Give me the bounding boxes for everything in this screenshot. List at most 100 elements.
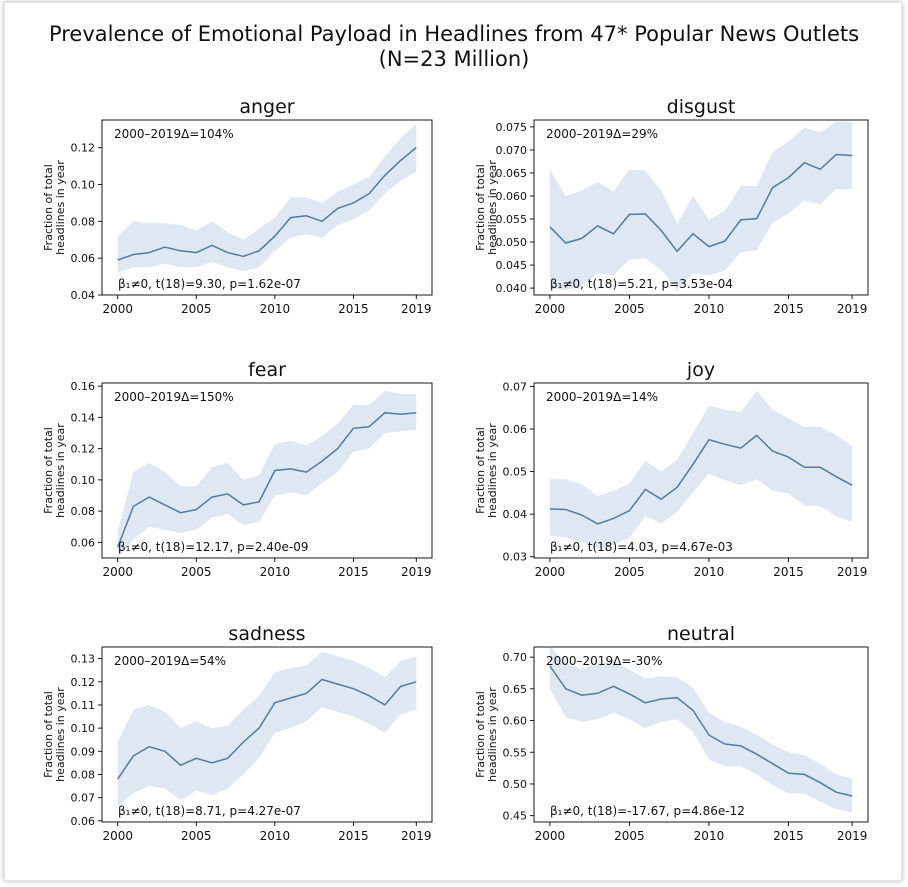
data-point [612, 516, 616, 520]
data-point [399, 412, 403, 416]
data-point [414, 680, 418, 684]
y-tick-label: 0.050 [496, 236, 528, 249]
x-tick-label: 2010 [694, 565, 725, 579]
data-point [131, 504, 135, 508]
x-tick-label: 2019 [837, 565, 868, 579]
data-point [304, 470, 308, 474]
data-point [179, 249, 183, 253]
y-tick-label: 0.06 [71, 252, 96, 265]
data-point [787, 176, 791, 180]
data-point [596, 224, 600, 228]
stat-annotation: β₁≠0, t(18)=-17.67, p=4.86e-12 [550, 804, 745, 818]
x-tick-label: 2010 [260, 829, 291, 843]
data-point [163, 749, 167, 753]
panel-title: neutral [667, 623, 735, 645]
data-point [675, 249, 679, 253]
series-line [117, 411, 417, 548]
data-point [241, 254, 245, 258]
y-tick-label: 0.70 [503, 651, 528, 664]
data-point [834, 475, 838, 479]
data-point [580, 236, 584, 240]
panel-title: fear [248, 359, 286, 381]
panel-title: disgust [667, 96, 736, 118]
y-axis-label-line: Fraction of total [474, 427, 487, 514]
data-point [414, 146, 418, 150]
data-point [771, 762, 775, 766]
data-point [194, 251, 198, 255]
data-point [351, 426, 355, 430]
stat-annotation: β₁≠0, t(18)=8.71, p=4.27e-07 [118, 804, 301, 818]
confidence-band [117, 123, 417, 273]
y-axis-label: Fraction of totalheadlines in year [42, 423, 67, 518]
y-axis-label-line: headlines in year [486, 423, 499, 518]
data-point [241, 740, 245, 744]
y-axis-label-line: Fraction of total [474, 164, 487, 251]
data-point [116, 777, 120, 781]
data-point [643, 212, 647, 216]
x-tick-label: 2010 [260, 565, 291, 579]
data-point [596, 522, 600, 526]
data-point [691, 232, 695, 236]
y-axis-label-line: Fraction of total [42, 164, 55, 251]
x-tick-label: 2005 [614, 302, 645, 316]
figure-title-line-2: (N=23 Million) [378, 47, 530, 71]
data-point [627, 212, 631, 216]
data-point [131, 253, 135, 257]
x-tick-label: 2019 [401, 565, 432, 579]
y-axis-label-line: headlines in year [54, 423, 67, 518]
data-point [787, 455, 791, 459]
y-tick-label: 0.55 [503, 746, 528, 759]
x-tick-label: 2005 [614, 829, 645, 843]
x-tick-label: 2015 [338, 829, 369, 843]
data-point [289, 467, 293, 471]
data-point [627, 692, 631, 696]
x-tick-label: 2015 [773, 829, 804, 843]
y-tick-label: 0.08 [71, 215, 96, 228]
y-tick-label: 0.65 [503, 683, 528, 696]
x-tick-label: 2015 [338, 302, 369, 316]
data-point [548, 225, 552, 229]
data-point [304, 691, 308, 695]
plot-frame [101, 382, 433, 559]
y-tick-label: 0.10 [71, 722, 96, 735]
panel-title: sadness [228, 623, 305, 645]
series-line [549, 434, 853, 525]
data-point [147, 495, 151, 499]
data-point [367, 425, 371, 429]
y-tick-label: 0.07 [503, 380, 528, 393]
figure-title-line-1: Prevalence of Emotional Payload in Headl… [48, 22, 860, 46]
data-point [707, 245, 711, 249]
data-point [289, 216, 293, 220]
y-tick-label: 0.60 [503, 715, 528, 728]
x-tick-label: 2005 [181, 565, 212, 579]
data-point [273, 469, 277, 473]
data-point [818, 781, 822, 785]
data-point [802, 772, 806, 776]
stat-annotation: β₁≠0, t(18)=9.30, p=1.62e-07 [118, 277, 301, 291]
y-tick-label: 0.08 [71, 505, 96, 518]
data-point [596, 691, 600, 695]
y-axis-label: Fraction of totalheadlines in year [42, 687, 67, 782]
plot-frame [533, 382, 869, 559]
x-tick-label: 2005 [614, 565, 645, 579]
stat-annotation: β₁≠0, t(18)=4.03, p=4.67e-03 [550, 540, 733, 554]
y-tick-label: 0.06 [71, 815, 96, 828]
panel-title: joy [686, 359, 715, 381]
data-point [850, 154, 854, 158]
data-point [787, 771, 791, 775]
y-axis-label: Fraction of totalheadlines in year [474, 160, 499, 255]
data-point [659, 697, 663, 701]
figure-title: Prevalence of Emotional Payload in Headl… [0, 22, 908, 72]
x-tick-label: 2005 [181, 829, 212, 843]
data-point [210, 243, 214, 247]
data-point [147, 251, 151, 255]
chart-disgust: 2000 2005 2010 2015 2019 0.040 0.045 0.050 0.055… [474, 96, 869, 316]
chart-neutral: 2000 2005 2010 2015 2019 0.45 0.50 0.55 0.60 0.65… [474, 623, 869, 843]
confidence-band [549, 121, 853, 291]
y-axis-label-line: Fraction of total [42, 427, 55, 514]
series-line [549, 153, 853, 253]
y-tick-label: 0.075 [496, 121, 528, 134]
y-axis-label-line: Fraction of total [42, 691, 55, 778]
y-tick-label: 0.060 [496, 190, 528, 203]
data-point [755, 217, 759, 221]
